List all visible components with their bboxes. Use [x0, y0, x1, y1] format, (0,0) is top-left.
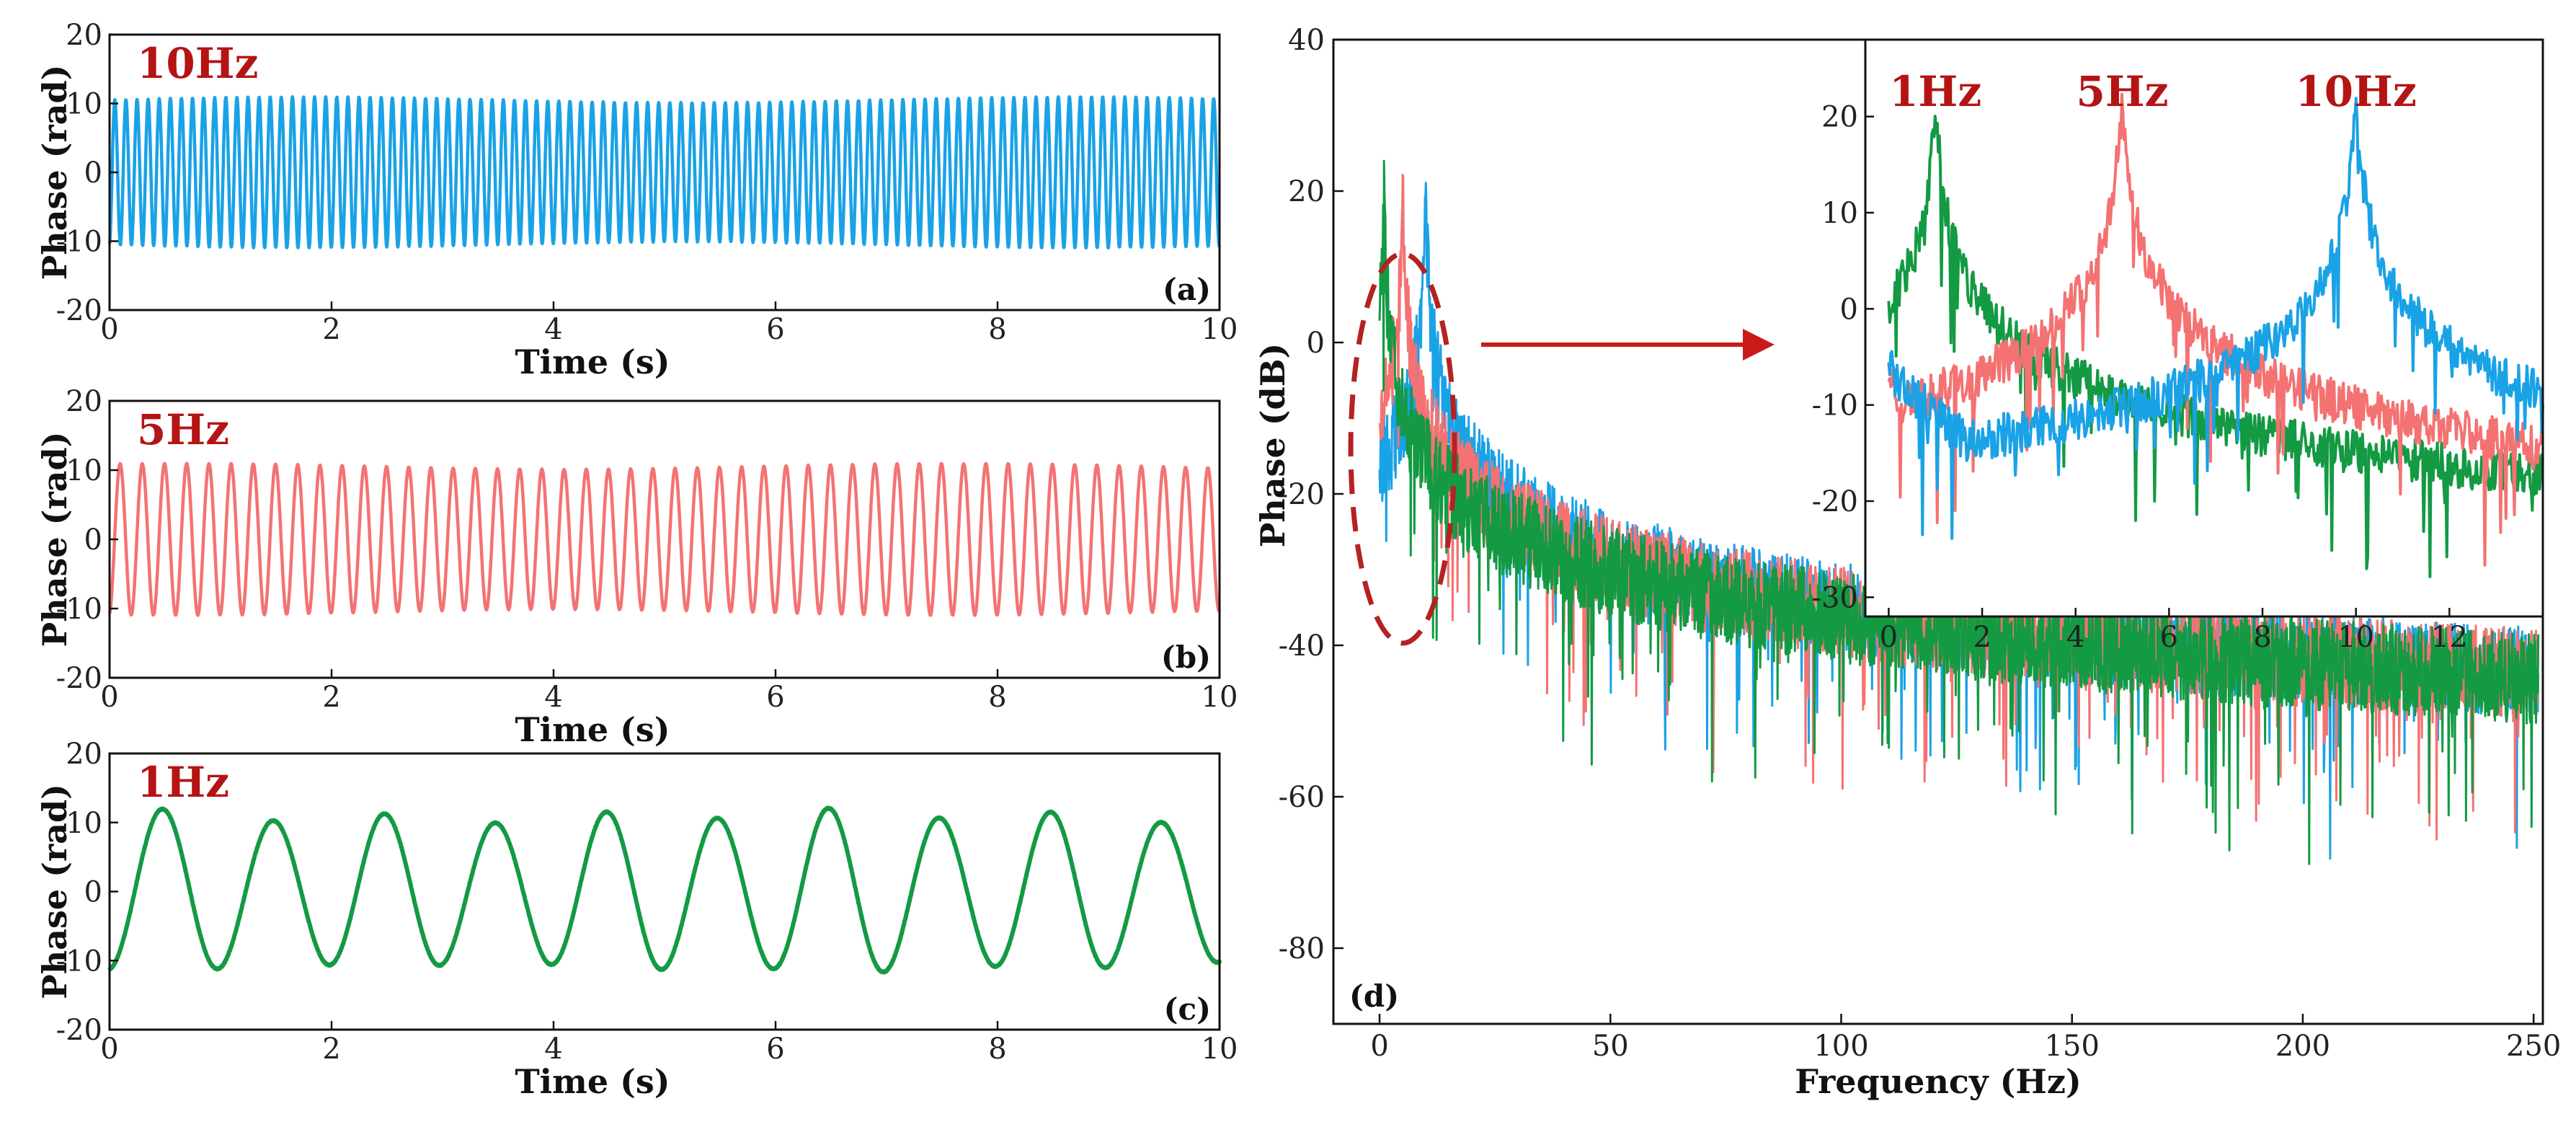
- inset-spectrum-line: [1887, 97, 2544, 540]
- y-tick-label: 0: [1307, 327, 1325, 360]
- inset-y-tick-label: 20: [1821, 101, 1858, 134]
- x-tick-label: 4: [544, 681, 562, 714]
- zoom-region-ellipse: [1348, 251, 1457, 646]
- x-tick-label: 2: [322, 1033, 340, 1066]
- signal-label: 5Hz: [137, 405, 229, 454]
- y-tick-label: 20: [66, 385, 102, 418]
- signal-line-b: [107, 461, 1222, 617]
- spectrum-line: [1378, 159, 2540, 865]
- y-tick-label: -80: [1279, 932, 1325, 965]
- y-tick-label: -10: [56, 945, 102, 978]
- y-tick-label: -10: [56, 593, 102, 626]
- inset-peak-label: 5Hz: [2077, 67, 2169, 116]
- x-tick-label: 10: [1202, 313, 1238, 346]
- signal-label: 1Hz: [137, 758, 229, 807]
- zoom-arrow-head: [1743, 329, 1775, 361]
- panel-label: (a): [1163, 272, 1211, 307]
- inset-y-tick-label: 0: [1840, 293, 1858, 326]
- y-tick-label: 20: [66, 738, 102, 771]
- inset-spectrum-line: [1887, 115, 2544, 578]
- y-tick-label: 40: [1288, 24, 1325, 57]
- y-tick-label: 20: [1288, 175, 1325, 208]
- signal-line-a: [107, 94, 1222, 250]
- y-tick-label: -20: [56, 294, 102, 327]
- panel-label: (c): [1164, 991, 1211, 1027]
- x-tick-label: 0: [100, 313, 118, 346]
- y-tick-label: -40: [1279, 629, 1325, 663]
- inset-x-tick-label: 2: [1973, 621, 1991, 654]
- inset-x-tick-label: 10: [2337, 621, 2374, 654]
- inset-panel: 0 2 4 6 8 10 12 -30 -20 -10 0 10 20 1Hz 5Hz 10Hz: [1812, 38, 2544, 654]
- inset-x-tick-label: 0: [1880, 621, 1898, 654]
- inset-x-tick-label: 4: [2066, 621, 2084, 654]
- y-tick-label: -20: [56, 1014, 102, 1047]
- x-tick-label: 10: [1202, 681, 1238, 714]
- plot-frame-a: [108, 33, 1221, 311]
- signal-label: 10Hz: [137, 39, 258, 88]
- x-tick-label: 8: [988, 313, 1006, 346]
- x-tick-label: 0: [1370, 1030, 1388, 1063]
- panel-b: 0 2 4 6 8 10 -20 -10 0 10 20 Time (s) Phase (rad) 5Hz…: [35, 385, 1238, 749]
- x-tick-label: 6: [766, 1033, 784, 1066]
- x-tick-label: 200: [2275, 1030, 2330, 1063]
- x-tick-label: 8: [988, 681, 1006, 714]
- x-axis-label: Time (s): [515, 710, 670, 749]
- y-tick-label: 10: [66, 88, 102, 121]
- y-tick-label: 0: [84, 523, 102, 557]
- y-tick-label: 20: [66, 19, 102, 52]
- y-tick-label: -10: [56, 226, 102, 259]
- y-tick-label: 10: [66, 807, 102, 840]
- panel-d: 0 50 100 150 200 250-80-60-40-2002040Frequenc…: [1253, 24, 2561, 1101]
- x-tick-label: 150: [2045, 1030, 2100, 1063]
- inset-x-tick-label: 8: [2253, 621, 2271, 654]
- y-tick-label: -20: [56, 662, 102, 695]
- panel-label: (d): [1349, 978, 1399, 1014]
- x-tick-label: 50: [1592, 1030, 1629, 1063]
- x-axis-label: Time (s): [515, 342, 670, 381]
- y-axis-label: Phase (rad): [35, 432, 74, 647]
- inset-peak-label: 1Hz: [1889, 67, 1981, 116]
- panel-c: 0 2 4 6 8 10 -20 -10 0 10 20 Time (s) Phase (rad) 1Hz…: [35, 738, 1238, 1101]
- x-axis-label: Time (s): [515, 1062, 670, 1101]
- x-tick-label: 100: [1813, 1030, 1868, 1063]
- panel-a: 0 2 4 6 8 10 -20 -10 0 10 20 Time (s) Phase (rad) 10H…: [35, 19, 1238, 381]
- panel-label: (b): [1161, 640, 1211, 675]
- inset-frame: [1864, 38, 2544, 618]
- inset-y-tick-label: -10: [1812, 389, 1858, 423]
- x-tick-label: 6: [766, 313, 784, 346]
- x-tick-label: 0: [100, 1033, 118, 1066]
- plot-frame-b: [108, 399, 1221, 679]
- y-tick-label: -60: [1279, 781, 1325, 814]
- inset-spectrum-line: [1887, 92, 2544, 567]
- x-tick-label: 6: [766, 681, 784, 714]
- x-tick-label: 8: [988, 1033, 1006, 1066]
- x-axis-label: Frequency (Hz): [1795, 1062, 2082, 1101]
- signal-line-c: [107, 805, 1222, 975]
- x-tick-label: 0: [100, 681, 118, 714]
- inset-y-tick-label: -30: [1812, 581, 1858, 614]
- y-axis-label: Phase (rad): [35, 65, 74, 280]
- inset-peak-label: 10Hz: [2295, 67, 2416, 116]
- y-tick-label: 0: [84, 156, 102, 190]
- x-tick-label: 10: [1202, 1033, 1238, 1066]
- y-tick-label: 0: [84, 876, 102, 909]
- y-tick-label: -20: [1279, 478, 1325, 511]
- inset-y-tick-label: 10: [1821, 197, 1858, 230]
- plot-frame-c: [108, 752, 1221, 1031]
- y-tick-label: 10: [66, 454, 102, 487]
- y-axis-label: Phase (dB): [1253, 343, 1292, 548]
- x-tick-label: 4: [544, 1033, 562, 1066]
- x-tick-label: 2: [322, 681, 340, 714]
- y-axis-label: Phase (rad): [35, 784, 74, 999]
- x-tick-label: 250: [2506, 1030, 2561, 1063]
- inset-y-tick-label: -20: [1812, 485, 1858, 518]
- inset-x-tick-label: 6: [2160, 621, 2178, 654]
- x-tick-label: 4: [544, 313, 562, 346]
- x-tick-label: 2: [322, 313, 340, 346]
- inset-x-tick-label: 12: [2431, 621, 2468, 654]
